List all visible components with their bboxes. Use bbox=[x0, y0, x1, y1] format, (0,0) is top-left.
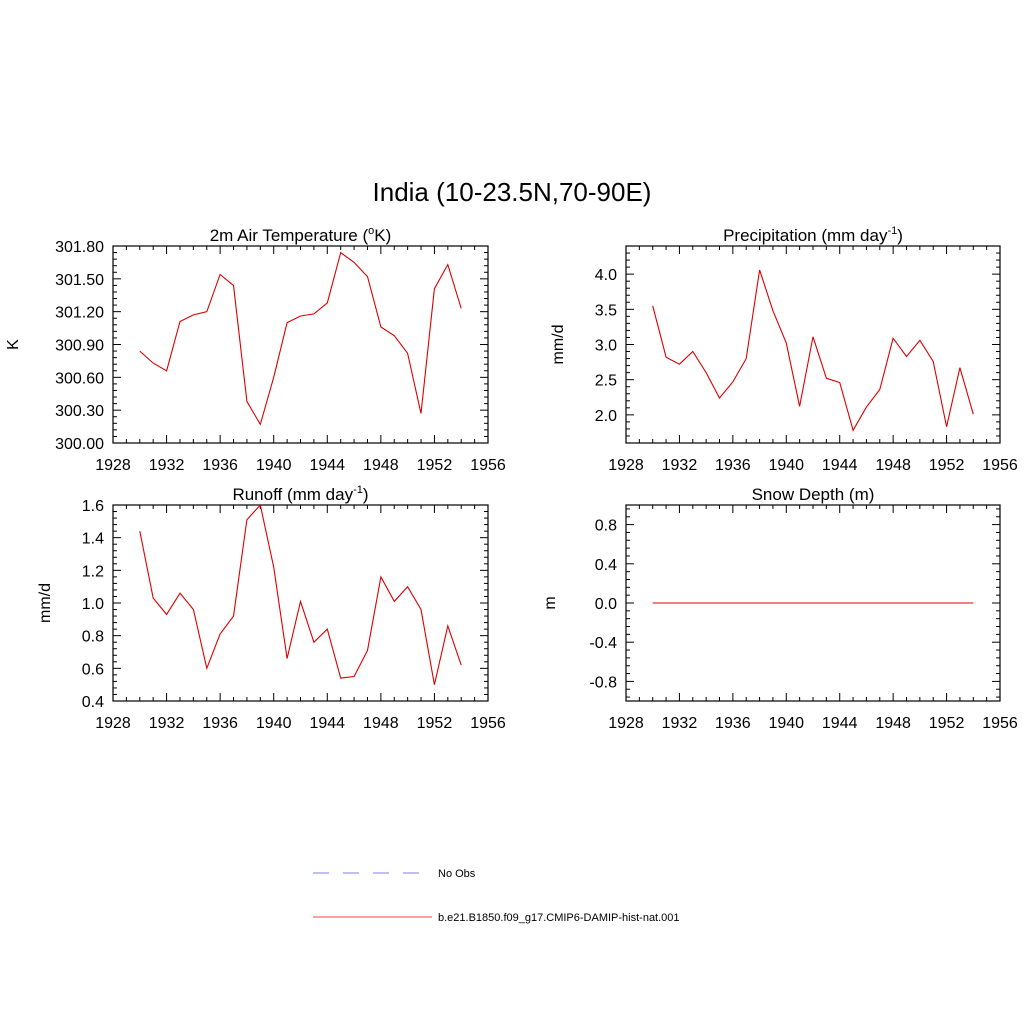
x-tick-label: 1956 bbox=[982, 457, 1018, 474]
x-tick-label: 1936 bbox=[715, 715, 751, 732]
x-tick-label: 1940 bbox=[768, 457, 804, 474]
y-tick-label: 301.50 bbox=[55, 272, 104, 289]
x-tick-label: 1932 bbox=[662, 715, 698, 732]
panel-4: 1928 1932 1936 1940 1944 1948 1952 1956 -0.8 -0.4… bbox=[542, 485, 1018, 732]
y-tick-label: 3.0 bbox=[595, 338, 617, 355]
x-tick-label: 1932 bbox=[662, 457, 698, 474]
x-tick-label: 1936 bbox=[202, 457, 238, 474]
panel-1: 1928 1932 1936 1940 1944 1948 1952 1956 300.00 30… bbox=[5, 225, 506, 474]
x-tick-label: 1956 bbox=[470, 715, 506, 732]
y-tick-label: -0.8 bbox=[589, 674, 617, 691]
x-tick-label: 1936 bbox=[715, 457, 751, 474]
y-tick-label: 300.00 bbox=[55, 436, 104, 453]
y-tick-label: 0.4 bbox=[595, 557, 617, 574]
series-line bbox=[139, 503, 462, 685]
y-tick-label: 0.4 bbox=[82, 694, 104, 711]
x-tick-label: 1952 bbox=[417, 715, 453, 732]
x-tick-label: 1956 bbox=[982, 715, 1018, 732]
panel-title: Runoff (mm day-1) bbox=[232, 484, 368, 504]
y-tick-label: 2.0 bbox=[595, 408, 617, 425]
x-tick-label: 1928 bbox=[95, 715, 131, 732]
series-line bbox=[139, 251, 462, 426]
y-tick-label: 300.60 bbox=[55, 370, 104, 387]
x-tick-label: 1952 bbox=[929, 457, 965, 474]
y-tick-label: 0.0 bbox=[595, 596, 617, 613]
y-axis-label: K bbox=[5, 339, 22, 350]
y-tick-label: 301.20 bbox=[55, 305, 104, 322]
y-tick-label: 300.90 bbox=[55, 338, 104, 355]
x-tick-label: 1944 bbox=[822, 457, 858, 474]
x-tick-label: 1956 bbox=[470, 457, 506, 474]
x-tick-label: 1944 bbox=[822, 715, 858, 732]
x-tick-label: 1948 bbox=[875, 715, 911, 732]
legend-label-2: b.e21.B1850.f09_g17.CMIP6-DAMIP-hist-nat… bbox=[438, 912, 680, 924]
y-tick-label: 1.6 bbox=[82, 498, 104, 515]
x-tick-label: 1948 bbox=[363, 457, 399, 474]
x-tick-label: 1932 bbox=[149, 457, 185, 474]
y-tick-label: 1.4 bbox=[82, 531, 104, 548]
plot-frame bbox=[112, 245, 489, 444]
x-tick-label: 1940 bbox=[256, 715, 292, 732]
y-tick-label: 300.30 bbox=[55, 403, 104, 420]
x-tick-label: 1932 bbox=[149, 715, 185, 732]
x-tick-label: 1948 bbox=[363, 715, 399, 732]
panel-2: 1928 1932 1936 1940 1944 1948 1952 1956 2.0 2.5 3.… bbox=[550, 225, 1018, 474]
panel-title: Snow Depth (m) bbox=[752, 485, 875, 504]
x-tick-label: 1928 bbox=[608, 715, 644, 732]
y-tick-label: 0.8 bbox=[595, 518, 617, 535]
legend-label-1: No Obs bbox=[438, 868, 476, 880]
panel-title: Precipitation (mm day-1) bbox=[723, 225, 903, 245]
legend: No Obs b.e21.B1850.f09_g17.CMIP6-DAMIP-hi… bbox=[313, 868, 680, 924]
y-tick-label: 3.5 bbox=[595, 302, 617, 319]
x-tick-label: 1944 bbox=[309, 457, 345, 474]
panel-title: 2m Air Temperature (oK) bbox=[210, 225, 392, 245]
y-axis-label: mm/d bbox=[550, 325, 567, 365]
y-tick-label: 1.2 bbox=[82, 563, 104, 580]
x-tick-label: 1952 bbox=[417, 457, 453, 474]
x-tick-label: 1928 bbox=[95, 457, 131, 474]
figure-title: India (10-23.5N,70-90E) bbox=[373, 177, 652, 207]
x-tick-label: 1928 bbox=[608, 457, 644, 474]
y-tick-label: 4.0 bbox=[595, 267, 617, 284]
x-tick-label: 1940 bbox=[256, 457, 292, 474]
x-tick-label: 1952 bbox=[929, 715, 965, 732]
x-tick-label: 1936 bbox=[202, 715, 238, 732]
x-tick-label: 1940 bbox=[768, 715, 804, 732]
y-tick-label: 1.0 bbox=[82, 596, 104, 613]
y-tick-label: 0.6 bbox=[82, 661, 104, 678]
x-tick-label: 1944 bbox=[309, 715, 345, 732]
y-tick-label: 301.80 bbox=[55, 239, 104, 256]
y-axis-label: mm/d bbox=[37, 583, 54, 623]
panels: 1928 1932 1936 1940 1944 1948 1952 1956 300.00 30… bbox=[5, 225, 1018, 732]
y-tick-label: -0.4 bbox=[589, 635, 617, 652]
series-line bbox=[652, 269, 974, 432]
y-axis-label: m bbox=[542, 596, 559, 609]
x-tick-label: 1948 bbox=[875, 457, 911, 474]
panel-3: 1928 1932 1936 1940 1944 1948 1952 1956 0.4 0.6 0.… bbox=[37, 484, 506, 732]
y-tick-label: 2.5 bbox=[595, 373, 617, 390]
y-tick-label: 0.8 bbox=[82, 629, 104, 646]
